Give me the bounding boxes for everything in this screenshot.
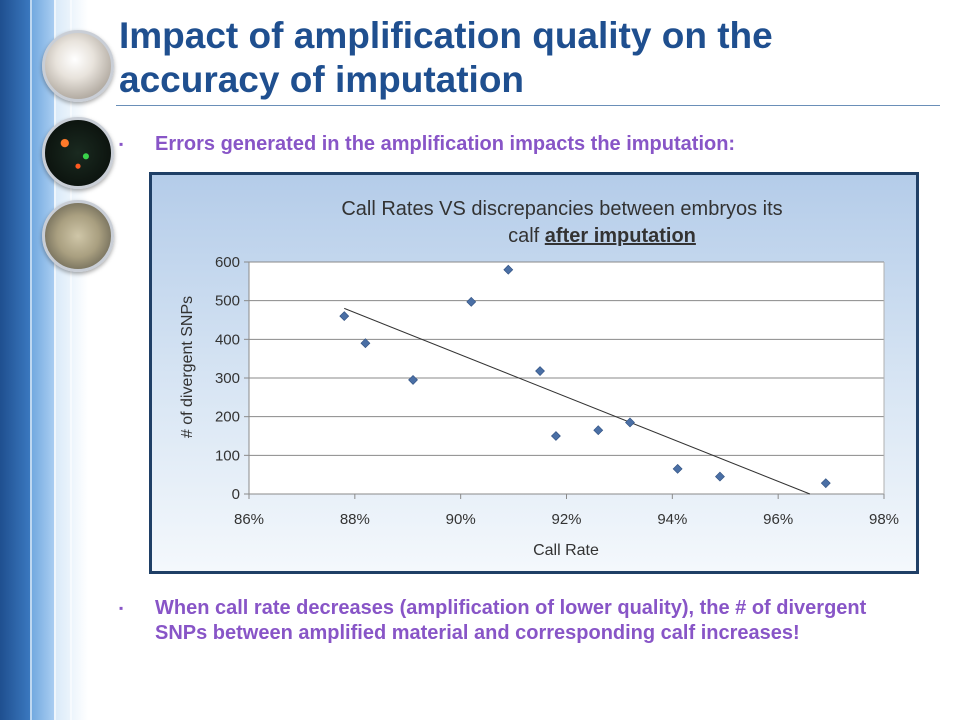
x-tick-labels: 86% 88% 90% 92% 94% 96% 98% [234, 511, 899, 528]
bullet-2-text: When call rate decreases (amplification … [155, 597, 867, 644]
data-point [535, 366, 545, 376]
scientist-photo-circle [42, 30, 114, 102]
x-tick-label: 86% [234, 511, 264, 528]
petri-dish-photo-circle [42, 200, 114, 272]
chart-title-line2-underlined: after imputation [545, 225, 696, 247]
data-point [339, 311, 350, 322]
bullet-2: ▪ When call rate decreases (amplificatio… [119, 596, 919, 646]
y-tick-labels: 0 100 200 300 400 500 600 [215, 254, 240, 503]
y-tick-label: 0 [232, 486, 240, 503]
trendline [344, 307, 811, 495]
bullet-1-marker: ▪ [119, 137, 124, 151]
embryo-fluorescence-photo-circle [42, 117, 114, 189]
data-point [466, 296, 477, 307]
y-tick-label: 400 [215, 331, 240, 348]
data-point [820, 478, 831, 489]
data-point [672, 463, 683, 474]
data-point [550, 431, 561, 441]
y-tick-label: 100 [215, 447, 240, 464]
data-point [625, 417, 635, 428]
x-tick-label: 88% [340, 511, 370, 528]
scatter-chart: Call Rates VS discrepancies between embr… [149, 172, 919, 574]
y-tick-label: 600 [215, 254, 240, 271]
y-tick-label: 500 [215, 293, 240, 310]
x-tick-label: 98% [869, 511, 899, 528]
scatter-chart-svg: Call Rates VS discrepancies between embr… [179, 198, 899, 559]
data-point [715, 471, 725, 482]
bullet-2-marker: ▪ [119, 601, 124, 615]
y-tick-label: 200 [215, 409, 240, 426]
x-tick-label: 94% [657, 511, 687, 528]
trendline-group [344, 307, 811, 495]
data-points [339, 264, 831, 489]
x-tick-label: 96% [763, 511, 793, 528]
x-tick-label: 92% [551, 511, 581, 528]
left-decorative-band [0, 0, 88, 720]
data-point [503, 264, 514, 275]
title-divider [116, 105, 940, 106]
axes [244, 261, 885, 499]
data-point [360, 338, 371, 349]
y-axis-label: # of divergent SNPs [179, 296, 196, 438]
chart-title-line2-plain: calf [508, 225, 545, 247]
x-axis-label: Call Rate [533, 542, 599, 559]
chart-title-line1: Call Rates VS discrepancies between embr… [341, 198, 782, 220]
data-point [593, 425, 604, 436]
bullet-1: ▪ Errors generated in the amplification … [119, 132, 919, 157]
chart-title-line2: calf after imputation [508, 225, 696, 247]
y-tick-label: 300 [215, 370, 240, 387]
gridlines [249, 261, 884, 456]
bullet-1-text: Errors generated in the amplification im… [155, 133, 736, 155]
slide-title: Impact of amplification quality on the a… [119, 15, 773, 100]
x-tick-label: 90% [446, 511, 476, 528]
data-point [408, 375, 418, 385]
